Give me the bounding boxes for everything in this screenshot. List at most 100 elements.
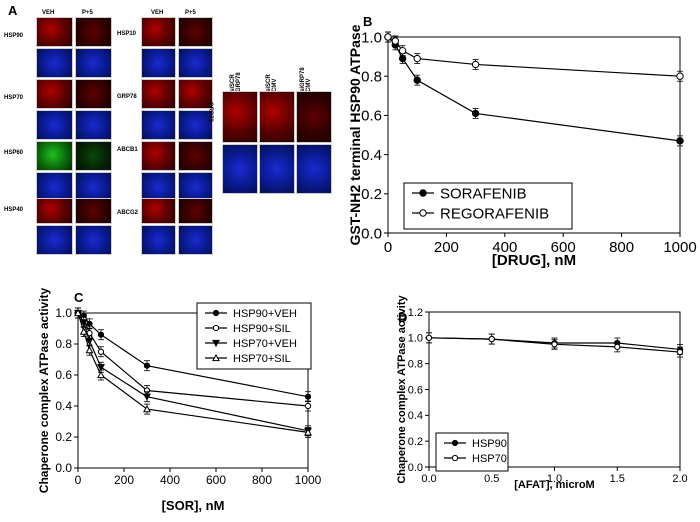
tile-grp78-sigrp78-cmv-red xyxy=(296,91,332,143)
tile-hsp10-veh-blue xyxy=(141,48,176,78)
legend: HSP90 HSP70 xyxy=(435,432,509,472)
x-tick-label: 800 xyxy=(609,239,634,256)
series-line xyxy=(77,312,309,433)
data-point xyxy=(304,428,312,436)
data-point xyxy=(97,370,105,379)
panel-letter-d: D xyxy=(398,310,407,325)
legend-label: REGORAFENIB xyxy=(440,205,549,222)
y-tick-label: 0.2 xyxy=(408,436,423,448)
plot-area-frame xyxy=(387,36,681,234)
data-point xyxy=(488,336,495,343)
y-tick-label: 0.8 xyxy=(55,337,72,351)
y-axis-title: GST-NH2 terminal HSP90 ATPase xyxy=(347,24,363,245)
tile-hsp70-p5-blue xyxy=(75,110,112,140)
series-hsp70 xyxy=(425,332,684,358)
data-point xyxy=(97,364,105,372)
y-tick-label: 0.6 xyxy=(408,384,423,396)
x-tick-label: 800 xyxy=(252,473,272,487)
tile-hsp70-veh-red xyxy=(36,79,73,109)
row-label-hsp60: HSP60 xyxy=(4,150,24,156)
legend-marker xyxy=(451,439,459,447)
tile-abcg2-veh-blue xyxy=(141,225,176,255)
tile-abcb1-veh-red xyxy=(141,141,176,171)
legend: HSP90+VEH HSP90+SIL HSP70+VEH HSP70+SIL xyxy=(196,302,312,370)
x-tick-label: 400 xyxy=(160,473,180,487)
row-label-grp78: GRP78 xyxy=(117,94,137,100)
tile-hsp70-p5-red xyxy=(75,79,112,109)
tile-abcb1-veh-blue xyxy=(141,172,176,202)
tile-hsp10-p5-blue xyxy=(178,48,213,78)
row-label-hsp10: HSP10 xyxy=(117,31,137,37)
y-tick-label: 0.6 xyxy=(361,108,382,125)
tile-grp78-p5-blue xyxy=(178,110,213,140)
chart-c: C 0 200 400 600 800 1000 0.0 0.2 0.4 0.6 0.8 1.0 [SOR… xyxy=(37,287,322,513)
legend-label: SORAFENIB xyxy=(440,185,527,202)
tile-hsp70-veh-blue xyxy=(36,110,73,140)
tile-hsp60-veh-green xyxy=(36,141,73,171)
x-tick-label: 2.0 xyxy=(672,473,687,485)
y-tick-label: 0.0 xyxy=(55,461,72,475)
plot-area-frame xyxy=(77,312,309,469)
tile-grp78-veh-blue xyxy=(141,110,176,140)
data-point xyxy=(304,402,312,410)
y-tick-label: 1.0 xyxy=(361,29,382,46)
data-point xyxy=(471,109,480,118)
x-axis-title: [DRUG], nM xyxy=(492,252,576,269)
tile-hsp10-p5-red xyxy=(178,17,213,47)
tile-hsp60-veh-blue xyxy=(36,172,73,202)
y-tick-label: 0.0 xyxy=(361,225,382,242)
y-axis-title: Chaperone complex ATPase activity xyxy=(37,287,51,493)
row-label-hsp90: HSP90 xyxy=(4,33,24,39)
tile-grp78-p5-red xyxy=(178,79,213,109)
data-point xyxy=(676,348,684,356)
legend-marker xyxy=(212,324,220,332)
x-tick-label: 200 xyxy=(114,473,134,487)
series-line xyxy=(387,36,681,142)
tile-grp78-siscr-cmv-blue xyxy=(259,144,295,194)
tile-hsp90-p5-red xyxy=(75,17,112,47)
legend-label: HSP90+SIL xyxy=(233,323,291,335)
legend-marker xyxy=(212,339,220,348)
data-point xyxy=(97,331,105,338)
y-tick-label: 1.0 xyxy=(55,306,72,320)
tile-hsp90-veh-red xyxy=(36,17,73,47)
y-tick-label: 0.4 xyxy=(408,410,423,422)
series-regorafenib xyxy=(384,31,684,82)
x-tick-label: 1000 xyxy=(295,473,322,487)
data-point xyxy=(398,47,407,55)
tile-grp78-siscr-grp78-red xyxy=(222,91,258,143)
tile-hsp40-p5-red xyxy=(75,198,112,224)
tile-hsp40-veh-red xyxy=(36,198,73,224)
data-point xyxy=(143,404,151,413)
col-header-veh-left: VEH xyxy=(42,10,55,16)
legend-label: HSP90+VEH xyxy=(233,308,297,320)
legend-box xyxy=(435,432,509,472)
data-point xyxy=(85,337,94,346)
tile-grp78-veh-red xyxy=(141,79,176,109)
tile-abcg2-p5-red xyxy=(178,198,213,224)
x-tick-label: 200 xyxy=(434,239,459,256)
tile-grp78-siscr-grp78-blue xyxy=(222,144,258,194)
x-tick-label: 1000 xyxy=(663,239,696,256)
chart-b: B 0 200 400 600 800 1000 0.0 0.2 0.4 0.6 0.8 1.0 [DRU… xyxy=(347,14,697,269)
data-point xyxy=(97,348,105,355)
data-point xyxy=(676,72,684,80)
legend: SORAFENIB REGORAFENIB xyxy=(403,182,573,230)
data-point xyxy=(143,362,151,369)
x-axis-title: [SOR], nM xyxy=(162,498,225,513)
legend-marker xyxy=(212,353,220,362)
data-point xyxy=(79,327,88,335)
legend-marker xyxy=(212,309,220,317)
tile-abcb1-p5-red xyxy=(178,141,213,171)
x-tick-label: 0 xyxy=(384,239,392,256)
tile-hsp40-p5-blue xyxy=(75,225,112,255)
legend-marker xyxy=(419,209,427,217)
x-tick-label: 600 xyxy=(551,239,576,256)
y-tick-label: 0.2 xyxy=(361,186,382,203)
legend-label: HSP90 xyxy=(472,438,507,450)
panel-letter-c: C xyxy=(74,290,84,305)
tile-abcb1-p5-blue xyxy=(178,172,213,202)
tile-hsp10-veh-red xyxy=(141,17,176,47)
series-hsp70-sil xyxy=(74,307,312,438)
